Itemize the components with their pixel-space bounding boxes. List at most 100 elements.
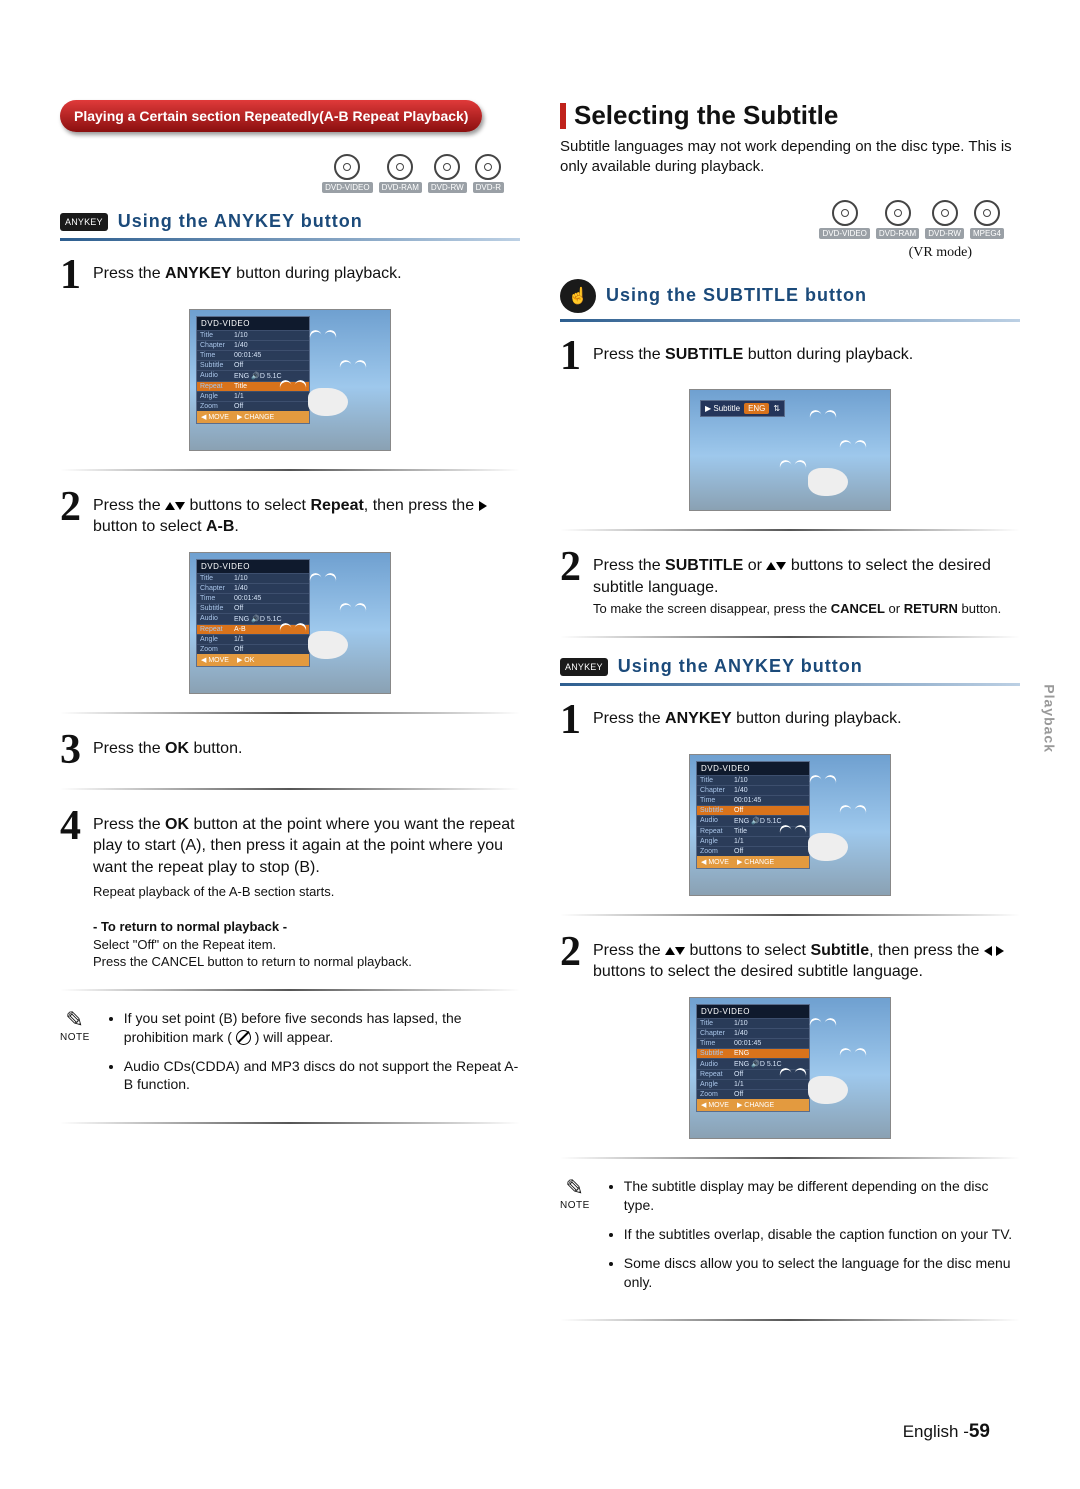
divider — [560, 914, 1020, 916]
note-item: The subtitle display may be different de… — [624, 1177, 1020, 1215]
t: Press the — [93, 497, 165, 514]
step-subtext: Repeat playback of the A-B section start… — [93, 883, 520, 901]
t: , then press the — [869, 942, 984, 959]
t: button. — [189, 740, 242, 757]
divider — [60, 712, 520, 714]
disc-icon: DVD-RAM — [876, 200, 919, 239]
right-any-step-2: 2 Press the buttons to select Subtitle, … — [560, 934, 1020, 983]
rule — [560, 683, 1020, 686]
t: or — [743, 557, 766, 574]
divider — [60, 469, 520, 471]
disc-icon: DVD-RW — [925, 200, 964, 239]
disc-icon: DVD-RW — [428, 154, 467, 193]
side-tab-playback: Playback — [1042, 684, 1058, 753]
left-column: Playing a Certain section Repeatedly(A-B… — [60, 100, 520, 1339]
anykey-title: Using the ANYKEY button — [618, 656, 863, 677]
t: , then press the — [364, 497, 479, 514]
disc-icon: MPEG4 — [970, 200, 1004, 239]
t: or — [885, 601, 904, 616]
t: To make the screen disappear, press the — [593, 601, 831, 616]
subtitle-title: Using the SUBTITLE button — [606, 285, 867, 306]
note-label: NOTE — [560, 1199, 590, 1213]
screenshot-r2: DVD-VIDEOTitle1/10Chapter1/40Time00:01:4… — [689, 997, 891, 1139]
divider — [560, 1157, 1020, 1159]
t: button during playback. — [732, 710, 902, 727]
divider — [60, 788, 520, 790]
disc-icon: DVD-RAM — [379, 154, 422, 193]
note-item: If you set point (B) before five seconds… — [124, 1009, 520, 1047]
t: A-B — [206, 518, 234, 535]
step-number: 2 — [60, 489, 81, 538]
divider — [560, 636, 1020, 638]
red-bar — [560, 103, 566, 129]
divider — [60, 989, 520, 991]
t: Press the — [93, 265, 165, 282]
step-subtext: To make the screen disappear, press the … — [593, 600, 1020, 618]
intro-text: Subtitle languages may not work dependin… — [560, 137, 1020, 178]
note-icon: ✎NOTE — [560, 1177, 590, 1301]
screenshot-1: DVD-VIDEOTitle1/10Chapter1/40Time00:01:4… — [189, 309, 391, 451]
note-item: Audio CDs(CDDA) and MP3 discs do not sup… — [124, 1057, 520, 1095]
step-text: Press the SUBTITLE button during playbac… — [593, 344, 913, 376]
anykey-heading-left: ANYKEY Using the ANYKEY button — [60, 211, 520, 232]
screenshot-r1: DVD-VIDEOTitle1/10Chapter1/40Time00:01:4… — [689, 754, 891, 896]
note-block-right: ✎NOTE The subtitle display may be differ… — [560, 1177, 1020, 1301]
t: Press the — [593, 557, 665, 574]
t: buttons to select the desired subtitle l… — [593, 963, 923, 980]
t: buttons to select — [185, 497, 310, 514]
t: OK — [165, 816, 189, 833]
t: buttons to select — [685, 942, 810, 959]
screenshot-sub: ▶ SubtitleENG⇅ — [689, 389, 891, 511]
anykey-badge: ANYKEY — [60, 213, 108, 231]
step-number: 1 — [560, 702, 581, 740]
t: Press the — [593, 942, 665, 959]
subtitle-heading: ☝ Using the SUBTITLE button — [560, 279, 1020, 313]
note-label: NOTE — [60, 1031, 90, 1045]
return-line: Select "Off" on the Repeat item. — [93, 936, 520, 954]
section-pill: Playing a Certain section Repeatedly(A-B… — [60, 100, 482, 132]
return-heading: - To return to normal playback - — [93, 918, 520, 936]
step-text: Press the OK button at the point where y… — [93, 814, 520, 971]
section-heading: Selecting the Subtitle — [560, 100, 1020, 131]
note-icon: ✎NOTE — [60, 1009, 90, 1105]
step-text: Press the ANYKEY button during playback. — [93, 263, 402, 295]
step-number: 2 — [560, 934, 581, 983]
left-step-3: 3 Press the OK button. — [60, 732, 520, 770]
disc-icon: DVD-R — [473, 154, 504, 193]
divider — [560, 529, 1020, 531]
heading-text: Selecting the Subtitle — [574, 100, 838, 131]
t: button during playback. — [743, 346, 913, 363]
divider — [560, 1319, 1020, 1321]
t: OK — [165, 740, 189, 757]
t: Repeat — [310, 497, 363, 514]
note-list: The subtitle display may be different de… — [606, 1177, 1020, 1301]
anykey-badge: ANYKEY — [560, 658, 608, 676]
t: SUBTITLE — [665, 557, 743, 574]
anykey-title: Using the ANYKEY button — [118, 211, 363, 232]
note-block-left: ✎NOTE If you set point (B) before five s… — [60, 1009, 520, 1105]
step-number: 1 — [60, 257, 81, 295]
vr-mode-label: (VR mode) — [560, 245, 972, 261]
disc-row-right: DVD-VIDEODVD-RAMDVD-RWMPEG4 — [560, 200, 1004, 239]
page-footer: English -59 — [903, 1421, 990, 1443]
note-list: If you set point (B) before five seconds… — [106, 1009, 520, 1105]
step-text: Press the buttons to select Repeat, then… — [93, 495, 520, 538]
right-any-step-1: 1 Press the ANYKEY button during playbac… — [560, 702, 1020, 740]
t: button during playback. — [232, 265, 402, 282]
page: Playing a Certain section Repeatedly(A-B… — [0, 0, 1080, 1489]
disc-row-left: DVD-VIDEODVD-RAMDVD-RWDVD-R — [60, 154, 504, 193]
step-text: Press the ANYKEY button during playback. — [593, 708, 902, 740]
step-number: 3 — [60, 732, 81, 770]
rule — [60, 238, 520, 241]
t: ANYKEY — [665, 710, 732, 727]
step-text: Press the OK button. — [93, 738, 242, 770]
t: CANCEL — [831, 601, 885, 616]
footer-lang: English - — [903, 1422, 969, 1441]
t: Press the — [93, 816, 165, 833]
right-sub-step-1: 1 Press the SUBTITLE button during playb… — [560, 338, 1020, 376]
step-number: 2 — [560, 549, 581, 618]
disc-icon: DVD-VIDEO — [322, 154, 372, 193]
return-line: Press the CANCEL button to return to nor… — [93, 953, 520, 971]
right-sub-step-2: 2 Press the SUBTITLE or buttons to selec… — [560, 549, 1020, 618]
page-number: 59 — [969, 1421, 990, 1442]
